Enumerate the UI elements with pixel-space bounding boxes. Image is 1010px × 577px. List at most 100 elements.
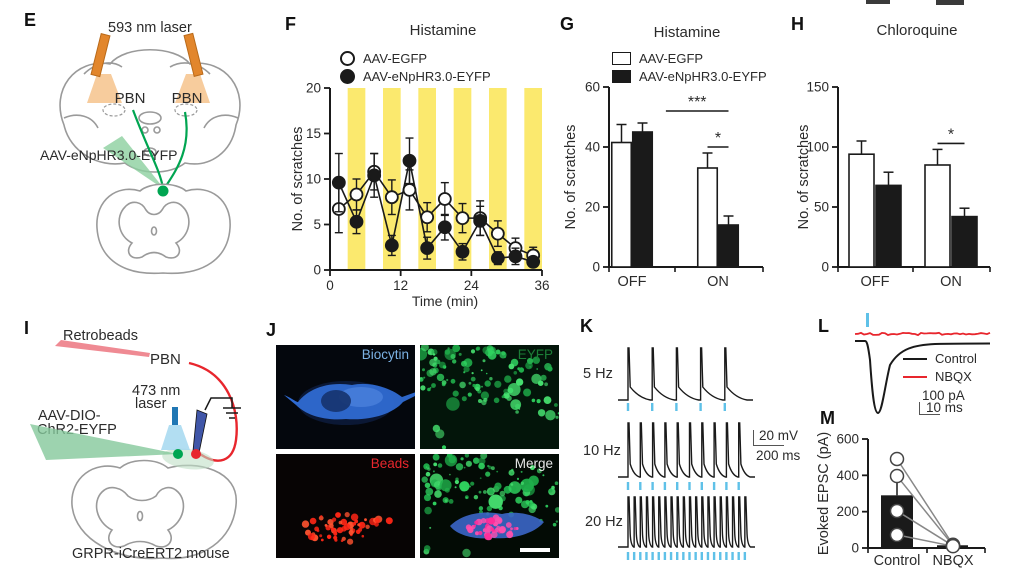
pair-line: [896, 510, 954, 547]
category-label: Control: [874, 553, 921, 569]
eyfp-punctum: [486, 505, 493, 512]
eyfp-punctum: [425, 471, 431, 477]
data-point: [402, 183, 417, 197]
y-tick-label: 40: [585, 140, 600, 155]
biocytin-image: [276, 345, 415, 449]
eyfp-punctum: [421, 476, 428, 483]
bead-punctum: [334, 538, 338, 542]
eyfp-punctum: [555, 520, 558, 523]
pair-line: [896, 534, 954, 547]
pbn-right-label: PBN: [172, 90, 203, 107]
category-label: NBQX: [932, 553, 973, 569]
bar: [631, 131, 654, 268]
terminal-site-dot-icon: [157, 185, 169, 197]
bead-punctum: [318, 515, 324, 521]
eyfp-punctum: [513, 371, 518, 375]
panel-label-L: L: [818, 316, 829, 336]
eyfp-punctum: [472, 383, 476, 388]
micrograph-eyfp: EYFP: [420, 345, 559, 449]
retrobead-labeled-neuron-dot-icon: [191, 449, 201, 459]
grpr-neuron-dot-icon: [173, 449, 183, 459]
bead-punctum: [344, 512, 350, 518]
pbn-label: PBN: [150, 351, 181, 368]
bead-punctum: [357, 523, 360, 527]
eyfp-punctum: [515, 496, 523, 504]
category-label: ON: [940, 274, 962, 290]
eyfp-punctum: [470, 481, 475, 486]
eyfp-punctum: [503, 388, 509, 394]
y-tick-label: 200: [836, 504, 859, 519]
panel-label-H: H: [791, 14, 804, 34]
eyfp-punctum: [540, 374, 547, 381]
data-point: [473, 213, 488, 228]
merge-image: [420, 454, 559, 558]
light-pulse-tick: [651, 482, 654, 490]
light-pulse-tick: [699, 403, 702, 411]
eyfp-punctum: [470, 349, 476, 354]
filled-circle-marker-icon: [340, 69, 355, 84]
eyfp-punctum: [431, 349, 438, 356]
y-axis-title: No. of scratches: [290, 127, 306, 232]
retrobeads-label: Retrobeads: [63, 328, 138, 344]
bead-punctum: [491, 531, 498, 538]
bead-punctum: [314, 526, 319, 532]
series-AAV-eNpHR3.0-EYFP: [331, 137, 541, 269]
eyfp-punctum: [515, 378, 524, 386]
category-label: ON: [707, 274, 729, 290]
pbn-left-label: PBN: [115, 90, 146, 107]
bead-punctum: [480, 518, 487, 524]
eyfp-punctum: [510, 399, 522, 410]
data-point: [889, 527, 905, 543]
laser-on-band: [453, 88, 472, 270]
legend-item: AAV-EGFP: [612, 51, 767, 66]
eyfp-punctum: [446, 454, 453, 458]
mouse-line-label: GRPR-iCreERT2 mouse: [72, 546, 230, 562]
chart-F-legend: AAV-EGFP AAV-eNpHR3.0-EYFP: [340, 51, 491, 84]
eyfp-punctum: [478, 462, 485, 470]
eyfp-punctum: [482, 359, 486, 363]
light-pulse-tick: [669, 552, 673, 560]
laser-wavelength-label: 593 nm laser: [108, 20, 192, 36]
cropped-text-fragment: [866, 0, 890, 4]
eyfp-punctum: [463, 364, 466, 366]
data-point: [508, 249, 523, 264]
eyfp-punctum: [557, 412, 559, 415]
micrograph-beads: Beads: [276, 454, 415, 558]
eyfp-punctum: [429, 386, 432, 389]
legend-label: AAV-eNpHR3.0-EYFP: [363, 69, 491, 84]
bead-punctum: [341, 536, 346, 541]
bead-punctum: [320, 538, 324, 542]
laser-fiber-left-icon: [90, 33, 111, 78]
eyfp-punctum: [448, 499, 454, 504]
eyfp-punctum: [429, 368, 437, 376]
eyfp-punctum: [441, 445, 447, 449]
light-pulse-tick: [731, 552, 734, 560]
recording-electrode-icon: [192, 409, 208, 454]
panel-label-M: M: [820, 408, 835, 428]
light-pulse-tick: [626, 552, 630, 560]
eyfp-punctum: [450, 378, 456, 384]
bead-punctum: [365, 524, 370, 529]
eyfp-punctum: [471, 372, 474, 375]
bead-punctum: [482, 528, 487, 533]
panel-label-J: J: [266, 320, 277, 340]
stimulus-tick: [866, 313, 869, 327]
dendrite: [284, 395, 300, 405]
eyfp-punctum: [516, 477, 520, 480]
light-pulse-tick: [663, 482, 667, 490]
light-pulse-tick: [737, 482, 740, 490]
panel-I-diagram: Retrobeads PBN 473 nm laser AAV-DIO- ChR…: [30, 328, 241, 562]
eyfp-punctum: [499, 490, 506, 497]
data-point: [889, 503, 905, 519]
pair-line: [896, 475, 954, 546]
eyfp-punctum: [435, 359, 441, 365]
light-pulse-tick: [651, 552, 654, 560]
bead-punctum: [326, 534, 332, 539]
light-pulse-tick: [675, 403, 678, 411]
projection-axon-left-icon: [131, 109, 165, 189]
bead-punctum: [361, 534, 365, 538]
time-scale-label: 200 ms: [756, 448, 801, 463]
panel-label-F: F: [285, 14, 296, 34]
eyfp-punctum: [462, 548, 471, 558]
